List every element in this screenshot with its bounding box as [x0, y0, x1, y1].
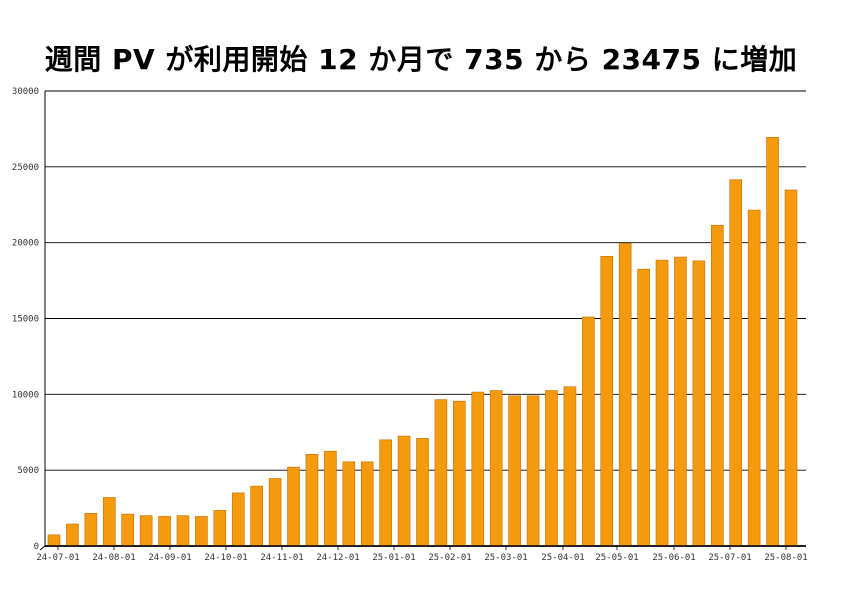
- bar: [195, 516, 208, 547]
- bar: [231, 492, 245, 547]
- x-tick-labels: 24-07-01 24-08-01 24-09-01 24-10-01 24-11-01…: [36, 546, 808, 563]
- bar: [729, 179, 743, 547]
- bar: [692, 260, 706, 547]
- bar: [563, 386, 577, 547]
- x-tick-label: 25-05-01: [595, 553, 638, 563]
- axes: [39, 91, 806, 551]
- y-tick-label: 25000: [12, 163, 39, 173]
- bar: [324, 450, 337, 547]
- bar: [600, 256, 614, 547]
- bar: [526, 395, 540, 547]
- bar: [489, 390, 503, 547]
- bars: [47, 136, 798, 547]
- bar: [655, 259, 669, 547]
- bar: [747, 209, 761, 547]
- bar: [121, 513, 134, 547]
- y-tick-label: 5000: [17, 466, 39, 476]
- x-tick-label: 24-11-01: [260, 553, 303, 563]
- y-tick-labels: 0 5000 10000 15000 20000 25000 30000: [12, 87, 39, 552]
- bar: [360, 461, 374, 547]
- x-tick-label: 24-09-01: [148, 553, 191, 563]
- bar: [305, 453, 319, 547]
- x-tick-label: 24-10-01: [204, 553, 247, 563]
- x-tick-label: 24-07-01: [36, 553, 79, 563]
- bar: [710, 224, 724, 547]
- x-tick-label: 25-04-01: [541, 553, 584, 563]
- bar: [379, 439, 392, 547]
- bar: [139, 515, 153, 547]
- x-tick-label: 25-01-01: [372, 553, 415, 563]
- x-tick-label: 24-12-01: [316, 553, 359, 563]
- bar: [582, 316, 595, 547]
- x-tick-label: 24-08-01: [92, 553, 135, 563]
- bar: [397, 435, 411, 547]
- bar: [213, 510, 227, 547]
- bar: [250, 485, 263, 547]
- bar: [471, 391, 485, 547]
- bar: [784, 189, 798, 547]
- bar: [434, 399, 448, 547]
- bar: [453, 400, 466, 547]
- bar: [102, 497, 116, 547]
- bar: [176, 515, 190, 547]
- y-tick-label: 30000: [12, 87, 39, 97]
- x-tick-label: 25-06-01: [652, 553, 695, 563]
- y-tick-label: 20000: [12, 239, 39, 249]
- bar: [342, 461, 356, 547]
- bar: [674, 256, 687, 547]
- y-tick-label: 0: [34, 542, 39, 552]
- x-tick-label: 25-03-01: [484, 553, 527, 563]
- bar: [637, 268, 650, 547]
- x-tick-label: 25-02-01: [428, 553, 471, 563]
- axis-corner: [39, 545, 46, 551]
- bar: [47, 534, 61, 547]
- y-tick-label: 15000: [12, 315, 39, 325]
- bar: [416, 438, 429, 547]
- x-tick-label: 25-07-01: [708, 553, 751, 563]
- x-tick-label: 25-08-01: [764, 553, 807, 563]
- bar: [84, 513, 98, 547]
- bar: [508, 395, 521, 547]
- chart-title: 週間 PV が利用開始 12 か月で 735 から 23475 に増加: [44, 43, 798, 76]
- y-tick-label: 10000: [12, 390, 39, 400]
- bar: [268, 478, 282, 547]
- bar: [158, 516, 171, 547]
- bar: [66, 523, 79, 547]
- bar: [766, 136, 779, 547]
- bar: [618, 243, 632, 547]
- bar: [287, 466, 300, 547]
- bar: [545, 390, 558, 547]
